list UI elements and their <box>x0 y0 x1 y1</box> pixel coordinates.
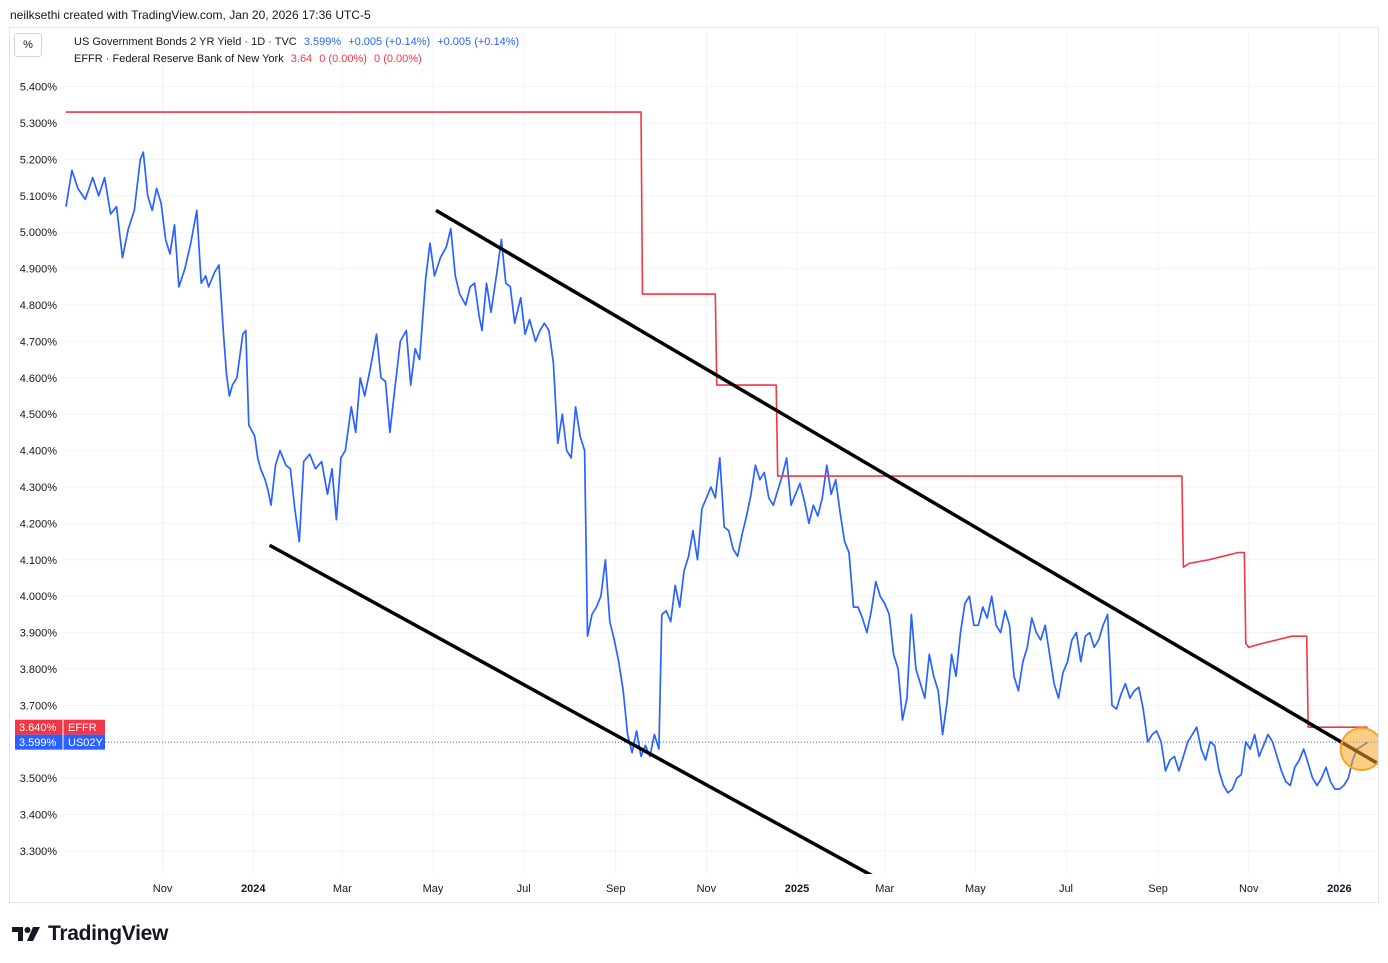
x-tick-label: Nov <box>697 883 717 895</box>
chart-attribution: neilksethi created with TradingView.com,… <box>10 8 371 22</box>
y-tick-label: 4.200% <box>20 518 58 530</box>
x-tick-label: May <box>423 883 444 895</box>
x-tick-label: Mar <box>333 883 352 895</box>
y-tick-label: 3.900% <box>20 628 58 640</box>
y-tick-label: 5.400% <box>20 82 58 94</box>
unit-toggle-button[interactable]: % <box>14 33 42 57</box>
y-tick-label: 5.100% <box>20 191 58 203</box>
price-label-bg <box>15 734 105 750</box>
highlight-circle <box>1339 727 1378 772</box>
price-label-value: 3.599% <box>19 737 57 749</box>
y-tick-label: 5.000% <box>20 227 58 239</box>
y-tick-label: 3.700% <box>20 700 58 712</box>
y-tick-label: 3.800% <box>20 664 58 676</box>
price-label-tag: US02Y <box>68 737 104 749</box>
chart-frame <box>9 27 1379 903</box>
y-tick-label: 4.800% <box>20 300 58 312</box>
price-label-value: 3.640% <box>19 722 57 734</box>
y-tick-label: 3.500% <box>20 773 58 785</box>
x-tick-label: Nov <box>1239 883 1259 895</box>
price-label-layer: 3.640% EFFR 3.599% US02Y <box>15 719 105 750</box>
y-tick-label: 5.300% <box>20 118 58 130</box>
y-tick-label: 4.600% <box>20 373 58 385</box>
x-tick-label: 2024 <box>241 883 266 895</box>
legend-us02y-change-2: +0.005 (+0.14%) <box>437 36 520 48</box>
tradingview-logo-icon <box>12 927 40 941</box>
price-label-bg <box>15 719 105 735</box>
grid-layer <box>63 30 1378 874</box>
tradingview-logo-text: TradingView <box>48 922 169 945</box>
trendline-lower <box>268 543 873 874</box>
trendline-upper <box>435 208 1378 766</box>
legend-effr[interactable]: EFFR · Federal Reserve Bank of New York … <box>74 53 426 65</box>
x-tick-label: Jul <box>517 883 531 895</box>
x-tick-label: 2026 <box>1327 883 1351 895</box>
legend-us02y-change: +0.005 (+0.14%) <box>348 36 431 48</box>
y-tick-label: 3.300% <box>20 846 58 858</box>
legend-effr-value: 3.64 <box>290 53 313 65</box>
y-tick-label: 4.700% <box>20 336 58 348</box>
legend-us02y-name: US Government Bonds 2 YR Yield · 1D · TV… <box>74 36 297 48</box>
y-tick-label: 4.400% <box>20 446 58 458</box>
trendline-layer <box>268 208 1378 874</box>
legend-us02y[interactable]: US Government Bonds 2 YR Yield · 1D · TV… <box>74 36 523 48</box>
y-tick-label: 4.100% <box>20 555 58 567</box>
series-line-effr <box>66 111 1368 728</box>
y-tick-label: 4.500% <box>20 409 58 421</box>
y-tick-label: 5.200% <box>20 154 58 166</box>
price-label-effr: 3.640% EFFR <box>15 719 105 735</box>
x-tick-label: Nov <box>153 883 173 895</box>
legend-effr-change-2: 0 (0.00%) <box>374 53 422 65</box>
x-tick-label: Mar <box>875 883 894 895</box>
x-tick-label: May <box>965 883 986 895</box>
legend-us02y-value: 3.599% <box>303 36 342 48</box>
x-tick-label: Jul <box>1059 883 1073 895</box>
legend-effr-change: 0 (0.00%) <box>319 53 367 65</box>
y-tick-label: 4.000% <box>20 591 58 603</box>
y-tick-label: 3.400% <box>20 810 58 822</box>
legend-effr-name: EFFR · Federal Reserve Bank of New York <box>74 53 284 65</box>
series-layer <box>63 111 1378 794</box>
tradingview-branding[interactable]: TradingView <box>12 921 168 947</box>
axis-labels: 5.400% 5.300% 5.200% 5.100% 5.000% 4.900% 4.80… <box>20 82 1352 895</box>
y-tick-label: 4.900% <box>20 264 58 276</box>
series-line-us02y <box>65 151 1369 794</box>
y-tick-label: 4.300% <box>20 482 58 494</box>
x-tick-label: Sep <box>1148 883 1168 895</box>
x-tick-label: Sep <box>606 883 626 895</box>
price-label-tag: EFFR <box>68 722 97 734</box>
x-tick-label: 2025 <box>785 883 809 895</box>
price-label-us02y: 3.599% US02Y <box>15 734 105 750</box>
